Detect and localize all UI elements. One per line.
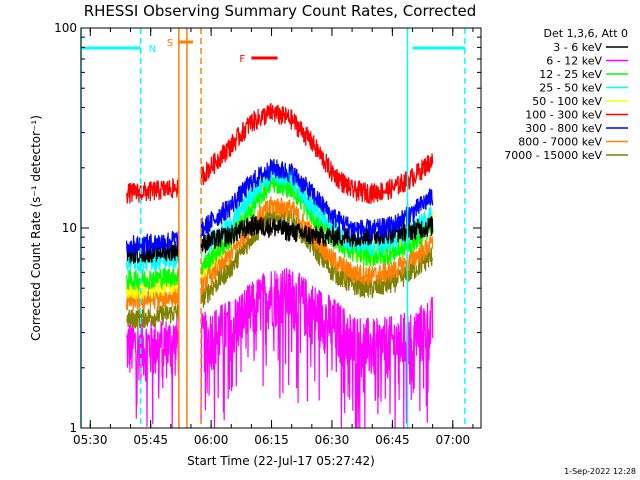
series-line-7 [125,196,434,312]
x-axis-label: Start Time (22-Jul-17 05:27:42) [187,454,375,468]
x-tick-label: 05:45 [133,433,168,447]
flag-label-1: S [167,38,173,49]
data-layer [125,103,434,428]
x-tick-label: 05:30 [73,433,108,447]
series-line-1 [125,268,434,428]
x-tick-label: 06:15 [254,433,289,447]
x-tick-label: 06:45 [375,433,410,447]
legend-label-2: 12 - 25 keV [539,68,602,81]
y-tick-label: 1 [69,421,77,435]
legend-label-3: 25 - 50 keV [539,82,602,95]
legend-label-1: 6 - 12 keV [546,55,602,68]
legend-label-8: 7000 - 15000 keV [504,149,602,162]
legend-header: Det 1,3,6, Att 0 [544,27,628,40]
legend-label-7: 800 - 7000 keV [518,136,602,149]
legend-label-0: 3 - 6 keV [553,41,602,54]
x-tick-label: 06:30 [315,433,350,447]
series-line-6 [125,158,434,256]
tick-layer: 05:30 05:45 06:00 06:15 06:30 06:45 07:00 1 10 10… [54,21,481,447]
flag-label-2: F [239,54,245,65]
x-tick-label: 07:00 [436,433,471,447]
chart-title: RHESSI Observing Summary Count Rates, Co… [84,2,477,20]
footer-timestamp: 1-Sep-2022 12:28 [564,467,636,476]
y-axis-label: Corrected Count Rate (s⁻¹ detector⁻¹) [29,115,43,341]
y-tick-label: 100 [54,21,77,35]
series-line-5 [125,103,434,205]
flag-label-0: N [149,44,156,55]
x-tick-label: 06:00 [194,433,229,447]
y-tick-label: 10 [62,221,77,235]
legend-label-6: 300 - 800 keV [525,122,602,135]
legend-label-5: 100 - 300 keV [525,109,602,122]
legend-label-4: 50 - 100 keV [532,95,602,108]
